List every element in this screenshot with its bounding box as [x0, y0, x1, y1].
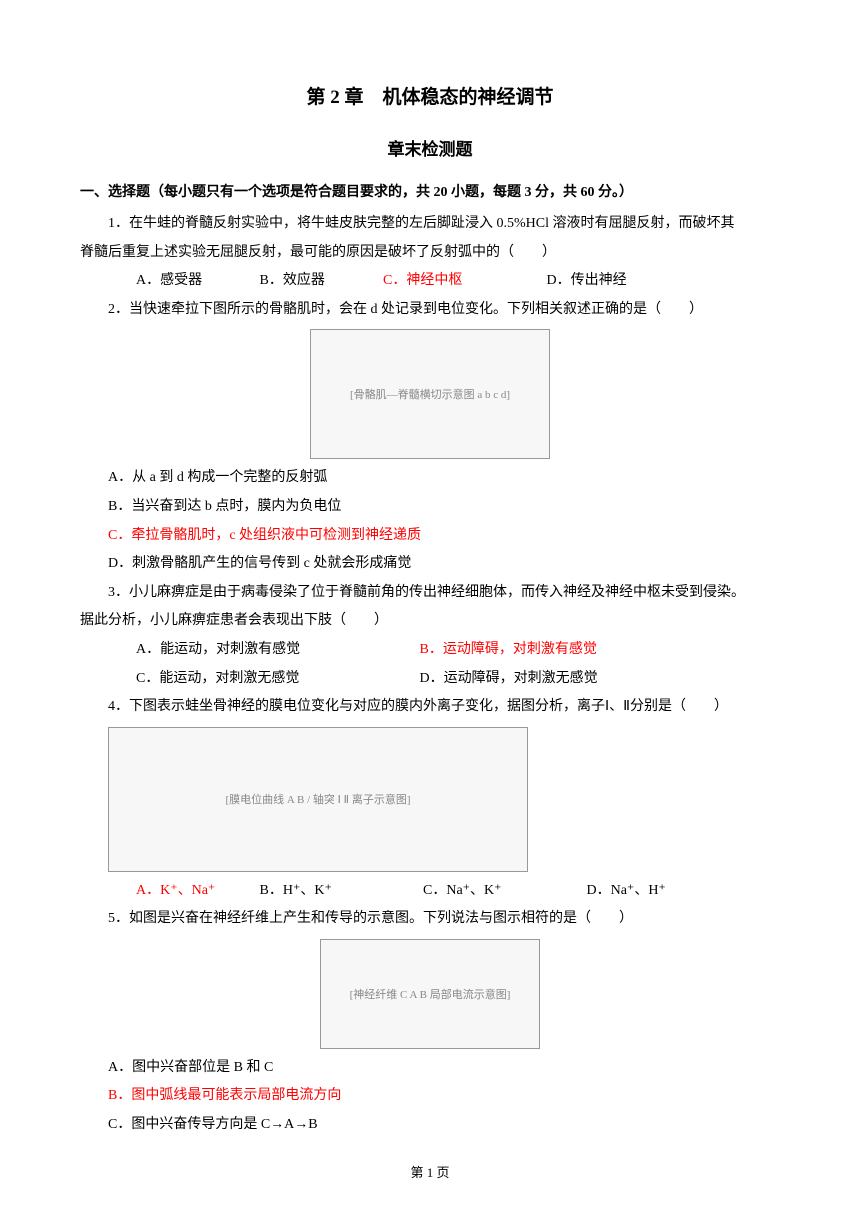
q3-optC: C．能运动，对刺激无感觉 [108, 666, 388, 693]
page-footer: 第 1 页 [0, 1161, 860, 1186]
q4-text: 4．下图表示蛙坐骨神经的膜电位变化与对应的膜内外离子变化，据图分析，离子Ⅰ、Ⅱ分… [80, 694, 780, 721]
q2-text: 2．当快速牵拉下图所示的骨骼肌时，会在 d 处记录到电位变化。下列相关叙述正确的… [80, 297, 780, 324]
q4-optD: D．Na⁺、H⁺ [559, 878, 666, 905]
q5-optB: B．图中弧线最可能表示局部电流方向 [80, 1083, 780, 1110]
q4-options: A．K⁺、Na⁺ B．H⁺、K⁺ C．Na⁺、K⁺ D．Na⁺、H⁺ [80, 878, 780, 905]
q4-optA: A．K⁺、Na⁺ [108, 878, 228, 905]
q2-figure-placeholder: [骨骼肌—脊髓横切示意图 a b c d] [310, 329, 550, 459]
q2-figure: [骨骼肌—脊髓横切示意图 a b c d] [80, 329, 780, 459]
q4-optC: C．Na⁺、K⁺ [395, 878, 555, 905]
q1-text-line2: 脊髓后重复上述实验无屈腿反射，最可能的原因是破坏了反射弧中的（ ） [80, 240, 780, 267]
q3-text-line1: 3．小儿麻痹症是由于病毒侵染了位于脊髓前角的传出神经细胞体，而传入神经及神经中枢… [80, 580, 780, 607]
q1-optA: A．感受器 [108, 268, 228, 295]
sub-title: 章末检测题 [80, 134, 780, 166]
q5-optA: A．图中兴奋部位是 B 和 C [80, 1055, 780, 1082]
q1-optB: B．效应器 [232, 268, 352, 295]
q5-figure: [神经纤维 C A B 局部电流示意图] [80, 939, 780, 1049]
q1-text-line1: 1．在牛蛙的脊髓反射实验中，将牛蛙皮肤完整的左后脚趾浸入 0.5%HCl 溶液时… [80, 211, 780, 238]
q1-optC: C．神经中枢 [355, 268, 515, 295]
q2-optB: B．当兴奋到达 b 点时，膜内为负电位 [80, 494, 780, 521]
q3-options-row1: A．能运动，对刺激有感觉 B．运动障碍，对刺激有感觉 [80, 637, 780, 664]
section-header: 一、选择题（每小题只有一个选项是符合题目要求的，共 20 小题，每题 3 分，共… [80, 180, 780, 207]
q3-optA: A．能运动，对刺激有感觉 [108, 637, 388, 664]
q4-figure: [膜电位曲线 A B / 轴突 Ⅰ Ⅱ 离子示意图] [108, 727, 780, 872]
q1-options: A．感受器 B．效应器 C．神经中枢 D．传出神经 [80, 268, 780, 295]
q3-optD: D．运动障碍，对刺激无感觉 [392, 666, 598, 693]
q5-optC: C．图中兴奋传导方向是 C→A→B [80, 1112, 780, 1139]
q3-optB: B．运动障碍，对刺激有感觉 [392, 637, 597, 664]
q3-text-line2: 据此分析，小儿麻痹症患者会表现出下肢（ ） [80, 608, 780, 635]
q5-text: 5．如图是兴奋在神经纤维上产生和传导的示意图。下列说法与图示相符的是（ ） [80, 906, 780, 933]
q4-figure-placeholder: [膜电位曲线 A B / 轴突 Ⅰ Ⅱ 离子示意图] [108, 727, 528, 872]
chapter-title: 第 2 章 机体稳态的神经调节 [80, 80, 780, 116]
q2-optD: D．刺激骨骼肌产生的信号传到 c 处就会形成痛觉 [80, 551, 780, 578]
q5-figure-placeholder: [神经纤维 C A B 局部电流示意图] [320, 939, 540, 1049]
q2-optC: C．牵拉骨骼肌时，c 处组织液中可检测到神经递质 [80, 523, 780, 550]
q2-optA: A．从 a 到 d 构成一个完整的反射弧 [80, 465, 780, 492]
q3-options-row2: C．能运动，对刺激无感觉 D．运动障碍，对刺激无感觉 [80, 666, 780, 693]
q1-optD: D．传出神经 [519, 268, 627, 295]
q4-optB: B．H⁺、K⁺ [232, 878, 392, 905]
